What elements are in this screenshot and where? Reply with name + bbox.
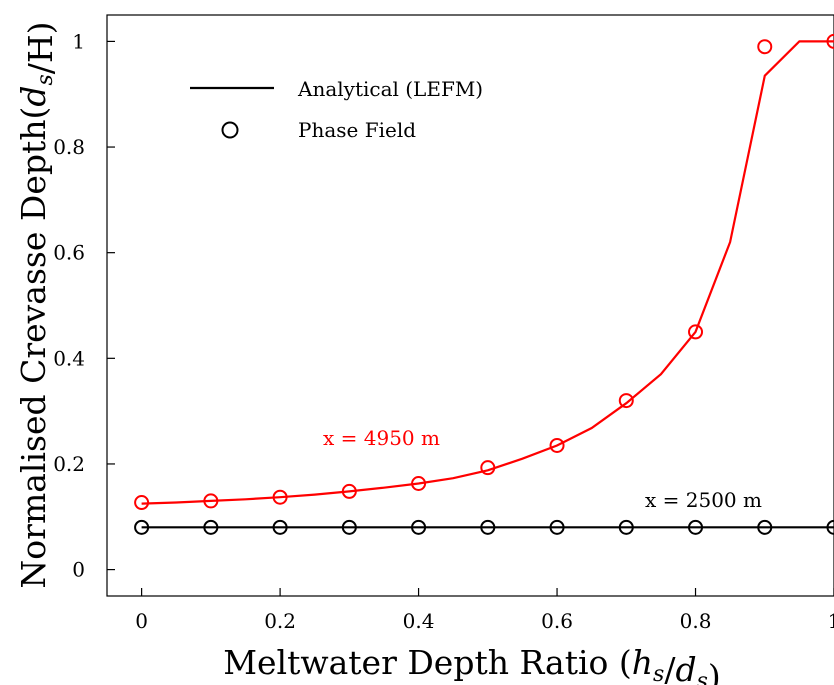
series-line-0	[141, 40, 834, 505]
y-tick-label: 0.2	[53, 452, 85, 476]
series-point-3	[480, 519, 496, 535]
x-tick-label: 0	[135, 609, 148, 633]
series-point-3	[203, 519, 219, 535]
series-point-1	[826, 33, 834, 49]
legend: Analytical (LEFM) Phase Field	[190, 77, 483, 142]
x-tick-label: 0.6	[541, 609, 573, 633]
x-tick-label: 0.4	[403, 609, 435, 633]
legend-label-phase-field: Phase Field	[298, 118, 416, 142]
legend-label-analytical: Analytical (LEFM)	[297, 77, 483, 101]
series-point-3	[826, 519, 834, 535]
series-point-1	[203, 493, 219, 509]
series-point-3	[341, 519, 357, 535]
y-tick-label: 0.8	[53, 135, 85, 159]
y-axis-label: Normalised Crevasse Depth(ds/H)	[14, 21, 60, 588]
series-point-1	[134, 495, 150, 511]
series-point-1	[549, 437, 565, 453]
series-point-3	[272, 519, 288, 535]
x-axis-label: Meltwater Depth Ratio (hs/ds)	[223, 643, 721, 685]
y-tick-label: 0.4	[53, 346, 85, 370]
annotation-x2500: x = 2500 m	[645, 488, 762, 512]
series-point-1	[688, 324, 704, 340]
x-tick-label: 0.8	[680, 609, 712, 633]
data-layer	[134, 33, 834, 535]
x-tick-label: 1	[828, 609, 834, 633]
series-point-1	[272, 489, 288, 505]
y-tick-label: 0	[72, 558, 85, 582]
series-point-3	[134, 519, 150, 535]
y-tick-label: 1	[72, 29, 85, 53]
series-point-3	[411, 519, 427, 535]
y-tick-label: 0.6	[53, 241, 85, 265]
series-point-3	[688, 519, 704, 535]
ticks-layer: 0 0.2 0.4 0.6 0.8 1 0 0.2 0.4 0.6 0.8 1	[53, 29, 834, 633]
series-point-1	[480, 460, 496, 476]
series-point-3	[618, 519, 634, 535]
plot-area	[106, 14, 834, 597]
x-tick-label: 0.2	[264, 609, 296, 633]
legend-circle-marker	[221, 121, 239, 139]
series-point-3	[549, 519, 565, 535]
series-point-1	[618, 393, 634, 409]
annotation-x4950: x = 4950 m	[323, 426, 440, 450]
series-point-3	[757, 519, 773, 535]
series-point-1	[341, 483, 357, 499]
series-point-1	[757, 39, 773, 55]
series-point-1	[411, 475, 427, 491]
